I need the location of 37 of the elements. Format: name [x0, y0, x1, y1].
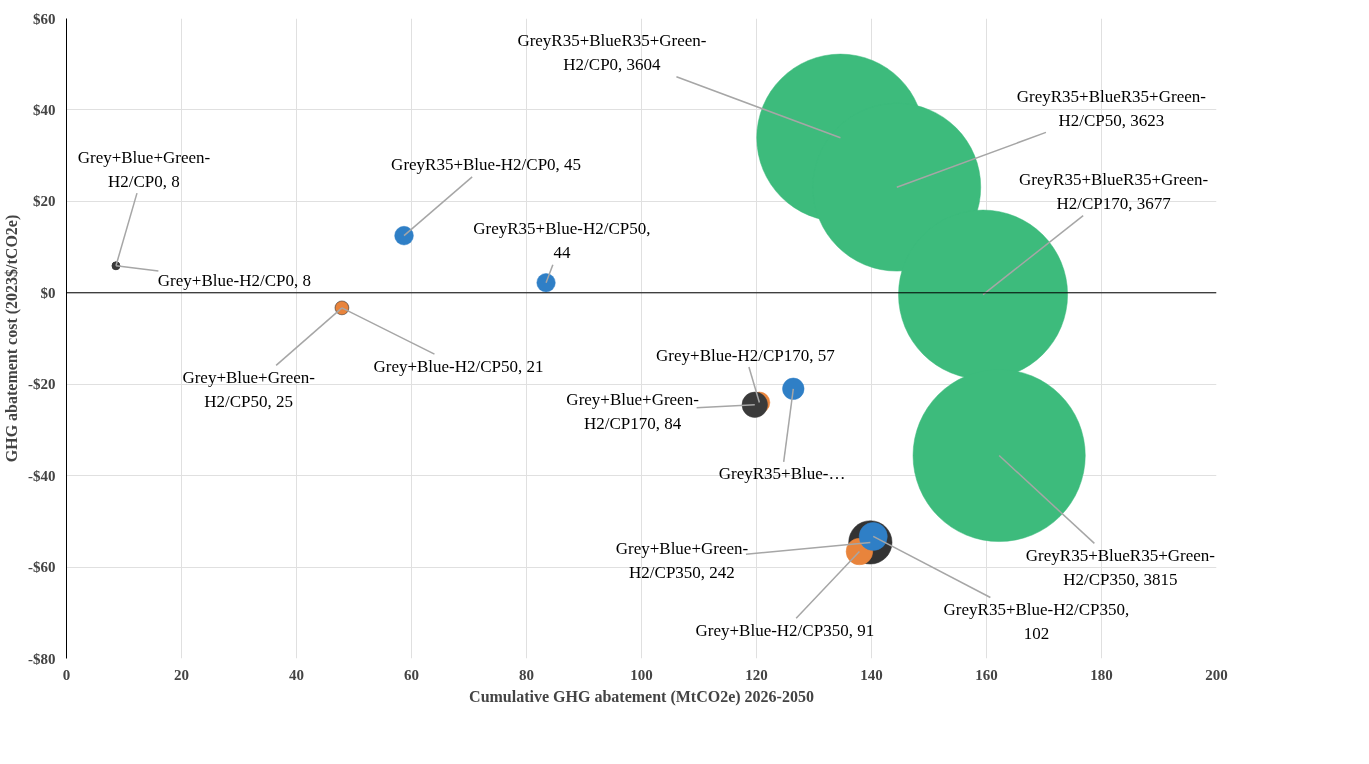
y-tick-label: $20 [33, 193, 56, 210]
annotation: Grey+Blue-H2/CP170, 57 [656, 345, 836, 365]
annotation: Grey+Blue-H2/CP0, 8 [157, 270, 311, 290]
y-tick-label: -$40 [28, 467, 56, 484]
x-tick-label: 200 [1205, 666, 1228, 683]
x-tick-label: 160 [975, 666, 998, 683]
annotation: GreyR35+BlueR35+Green-H2/CP0, 3604 [517, 31, 707, 75]
y-tick-label: $40 [33, 101, 56, 118]
x-tick-label: 120 [745, 666, 768, 683]
y-tick-label: -$80 [28, 650, 56, 667]
x-tick-label: 100 [630, 666, 653, 683]
y-tick-label: $60 [33, 10, 56, 27]
annotation: Grey+Blue-H2/CP50, 21 [373, 356, 544, 376]
annotation: GreyR35+Blue-… [718, 464, 846, 484]
y-tick-label: -$20 [28, 376, 56, 393]
x-tick-label: 80 [519, 666, 534, 683]
x-axis-title: Cumulative GHG abatement (MtCO2e) 2026-2050 [469, 687, 814, 706]
x-tick-label: 20 [174, 666, 189, 683]
x-tick-label: 180 [1090, 666, 1113, 683]
annotation: Grey+Blue-H2/CP350, 91 [695, 620, 875, 640]
x-tick-label: 0 [62, 666, 71, 683]
y-tick-label: -$60 [28, 559, 56, 576]
x-tick-label: 140 [860, 666, 883, 683]
annotation: GreyR35+BlueR35+Green-H2/CP170, 3677 [1019, 170, 1209, 214]
annotation: GreyR35+BlueR35+Green-H2/CP350, 3815 [1025, 545, 1216, 589]
y-axis-title: GHG abatement cost (2023$/tCO2e) [3, 214, 21, 463]
annotation: Grey+Blue+Green-H2/CP170, 84 [566, 389, 700, 433]
annotation: GreyR35+BlueR35+Green-H2/CP50, 3623 [1016, 86, 1207, 130]
annotation: Grey+Blue+Green-H2/CP0, 8 [77, 147, 211, 191]
annotation: Grey+Blue+Green-H2/CP50, 25 [182, 367, 316, 411]
annotation: GreyR35+Blue-H2/CP50, 44 [473, 219, 651, 263]
x-tick-label: 60 [404, 666, 419, 683]
annotation: Grey+Blue+Green-H2/CP350, 242 [615, 538, 749, 582]
annotation: GreyR35+Blue-H2/CP350, 102 [943, 599, 1130, 643]
x-tick-label: 40 [289, 666, 304, 683]
y-tick-label: $0 [40, 284, 56, 301]
annotation: GreyR35+Blue-H2/CP0, 45 [391, 155, 582, 175]
